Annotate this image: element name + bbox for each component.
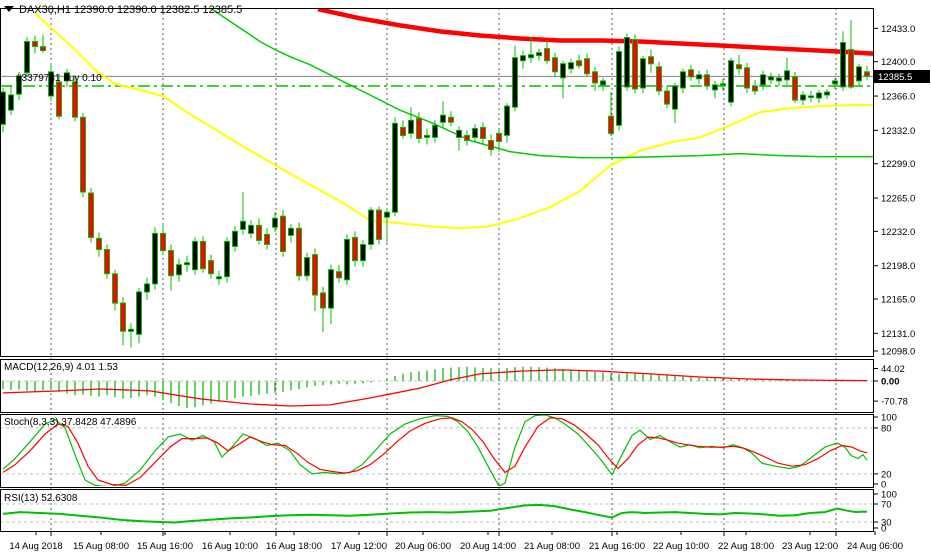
- svg-text:30: 30: [881, 518, 892, 529]
- svg-text:12165.0: 12165.0: [881, 294, 915, 305]
- main-panel-border: [0, 8, 874, 357]
- time-axis-label: 23 Aug 12:00: [782, 541, 838, 552]
- time-axis-label: 20 Aug 06:00: [395, 541, 451, 552]
- svg-text:100: 100: [881, 490, 897, 501]
- time-axis-label: 20 Aug 14:00: [460, 541, 516, 552]
- main-price-panel: [0, 9, 873, 348]
- svg-text:12198.0: 12198.0: [881, 261, 915, 272]
- stoch-panel-border: [0, 414, 874, 488]
- svg-text:12332.0: 12332.0: [881, 126, 915, 137]
- rsi-panel: [0, 503, 873, 524]
- symbol-dropdown-icon[interactable]: [4, 6, 14, 12]
- chart-title: DAX30,H1 12390.0 12390.0 12382.5 12385.5: [19, 4, 242, 16]
- current-price-label: 12385.5: [878, 72, 912, 83]
- svg-text:20: 20: [881, 469, 892, 480]
- time-axis[interactable]: 14 Aug 2018 15 Aug 08:00 15 Aug 16:00 16 Au…: [9, 531, 903, 552]
- time-axis-label: 21 Aug 16:00: [589, 541, 645, 552]
- svg-text:44.02: 44.02: [881, 364, 905, 375]
- svg-text:70: 70: [881, 500, 892, 511]
- macd-panel: [0, 366, 873, 408]
- svg-text:12400.0: 12400.0: [881, 57, 915, 68]
- time-axis-label: 16 Aug 18:00: [266, 541, 322, 552]
- time-axis-label: 16 Aug 10:00: [202, 541, 258, 552]
- rsi-line: [2, 503, 868, 524]
- svg-text:12265.0: 12265.0: [881, 194, 915, 205]
- rsi-label: RSI(13) 52.6308: [4, 493, 78, 504]
- svg-text:100: 100: [881, 413, 897, 424]
- stoch-d-line: [2, 417, 868, 486]
- svg-text:12131.0: 12131.0: [881, 329, 915, 340]
- svg-text:12299.0: 12299.0: [881, 159, 915, 170]
- stoch-label: Stoch(8,3,3) 37.8428 47.4896: [4, 417, 137, 428]
- ma-mid-green: [210, 9, 873, 159]
- svg-text:-70.78: -70.78: [881, 397, 908, 408]
- time-axis-label: 15 Aug 08:00: [73, 541, 129, 552]
- current-price-badge: 12385.5: [874, 70, 930, 83]
- time-axis-label: 21 Aug 08:00: [524, 541, 580, 552]
- price-axis[interactable]: 12433.0 12400.0 12366.0 12332.0 12299.0 12265…: [874, 24, 915, 535]
- svg-text:0.00: 0.00: [881, 377, 900, 388]
- time-axis-label: 14 Aug 2018: [9, 541, 62, 552]
- time-axis-label: 22 Aug 18:00: [718, 541, 774, 552]
- order-line-label: #3379731 buy 0.10: [16, 73, 102, 84]
- svg-text:0: 0: [881, 480, 886, 491]
- time-axis-label: 17 Aug 12:00: [331, 541, 387, 552]
- svg-text:12366.0: 12366.0: [881, 92, 915, 103]
- candles: [0, 20, 870, 348]
- time-axis-label: 15 Aug 16:00: [137, 541, 193, 552]
- time-axis-label: 24 Aug 06:00: [847, 541, 903, 552]
- macd-signal-line: [2, 369, 868, 407]
- rsi-panel-border: [0, 489, 874, 532]
- svg-text:12433.0: 12433.0: [881, 24, 915, 35]
- ma-slow-red: [317, 9, 873, 56]
- ma-fast-yellow: [34, 12, 873, 230]
- macd-label: MACD(12,26,9) 4.01 1.53: [4, 362, 118, 373]
- svg-text:12232.0: 12232.0: [881, 227, 915, 238]
- svg-text:80: 80: [881, 423, 892, 434]
- time-axis-label: 22 Aug 10:00: [653, 541, 709, 552]
- svg-text:12098.0: 12098.0: [881, 347, 915, 358]
- stochastic-panel: [0, 415, 873, 486]
- svg-text:0: 0: [881, 524, 886, 535]
- macd-panel-border: [0, 359, 874, 413]
